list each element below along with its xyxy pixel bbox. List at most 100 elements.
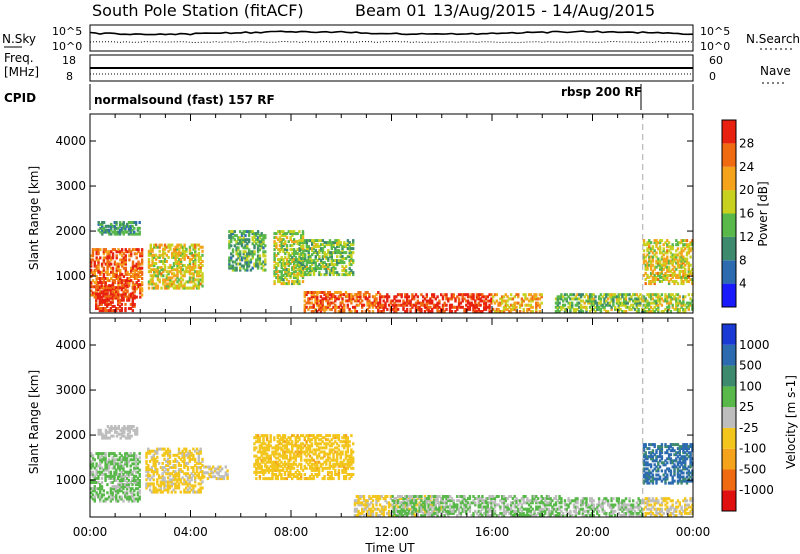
data-cell xyxy=(140,250,144,254)
data-cell xyxy=(149,280,152,284)
data-cell xyxy=(296,258,299,262)
data-cell xyxy=(129,307,133,310)
data-cell xyxy=(120,495,123,499)
data-cell xyxy=(99,277,102,280)
data-cell xyxy=(230,252,233,256)
data-cell xyxy=(273,252,276,256)
data-cell xyxy=(140,252,144,256)
data-cell xyxy=(126,270,129,274)
data-cell xyxy=(300,261,303,265)
data-cell xyxy=(185,270,188,274)
data-cell xyxy=(183,251,186,255)
station-title: South Pole Station (fitACF) xyxy=(92,1,304,20)
data-cell xyxy=(95,283,98,287)
data-cell xyxy=(93,272,96,276)
data-cell xyxy=(130,270,133,274)
data-cell xyxy=(99,279,102,283)
data-cell xyxy=(303,267,307,271)
data-cell xyxy=(131,283,135,287)
data-cell xyxy=(284,264,287,268)
data-cell xyxy=(298,273,301,277)
data-cell xyxy=(251,236,254,240)
data-cell xyxy=(285,250,289,254)
data-cell xyxy=(171,243,174,247)
data-cell xyxy=(97,277,100,280)
data-cell xyxy=(153,268,156,272)
data-cell xyxy=(147,262,151,265)
data-cell xyxy=(246,252,249,256)
data-cell xyxy=(262,268,265,272)
data-cell xyxy=(187,264,190,268)
data-cell xyxy=(284,248,287,252)
data-cell xyxy=(91,462,95,466)
power-ylabel: Slant Range [km] xyxy=(27,166,41,270)
data-cell xyxy=(531,305,534,309)
data-cell xyxy=(133,230,136,234)
data-cell xyxy=(332,477,335,481)
data-cell xyxy=(111,304,114,308)
data-cell xyxy=(194,251,197,255)
data-cell xyxy=(117,287,120,291)
data-cell xyxy=(137,260,140,264)
data-cell xyxy=(294,256,298,260)
data-cell xyxy=(122,232,125,236)
data-cell xyxy=(113,304,116,308)
data-cell xyxy=(249,252,253,256)
data-cell xyxy=(190,266,193,270)
data-cell xyxy=(255,264,258,268)
data-cell xyxy=(235,252,238,256)
data-cell xyxy=(186,466,190,469)
data-cell xyxy=(104,262,107,266)
data-cell xyxy=(292,276,296,280)
data-cell xyxy=(102,298,105,302)
data-cell xyxy=(106,262,109,266)
data-cell xyxy=(156,468,159,472)
data-cell xyxy=(124,281,127,285)
data-cell xyxy=(231,266,235,270)
data-cell xyxy=(118,232,122,236)
data-cell xyxy=(176,270,179,274)
data-cell xyxy=(128,250,131,254)
data-cell xyxy=(181,253,185,257)
data-cell xyxy=(106,296,109,300)
power-colorbar-label: Power [dB] xyxy=(756,181,770,246)
data-cell xyxy=(284,256,287,260)
data-cell xyxy=(344,269,348,273)
data-cell xyxy=(100,309,103,313)
data-cell xyxy=(122,298,125,302)
data-cell xyxy=(111,309,114,313)
data-cell xyxy=(109,284,112,288)
data-cell xyxy=(671,303,674,307)
data-cell xyxy=(117,250,120,254)
data-cell xyxy=(273,264,276,268)
data-cell xyxy=(107,284,111,288)
data-cell xyxy=(104,294,107,298)
data-cell xyxy=(176,268,179,272)
data-cell xyxy=(169,278,172,282)
data-cell xyxy=(124,307,127,310)
data-cell xyxy=(289,274,292,278)
data-cell xyxy=(96,304,100,308)
data-cell xyxy=(117,248,120,252)
data-cell xyxy=(122,284,125,288)
data-cell xyxy=(305,263,309,267)
data-cell xyxy=(124,248,127,252)
data-cell xyxy=(133,286,136,290)
data-cell xyxy=(282,232,285,236)
data-cell xyxy=(294,270,298,274)
data-cell xyxy=(187,286,190,290)
data-cell xyxy=(93,270,96,274)
data-cell xyxy=(113,226,116,230)
data-cell xyxy=(104,284,107,288)
nsearch-trace xyxy=(89,40,694,44)
data-cell xyxy=(153,286,156,290)
data-cell xyxy=(658,245,662,249)
data-cell xyxy=(162,253,165,257)
data-cell xyxy=(106,279,109,283)
data-cell xyxy=(251,266,254,270)
data-cell xyxy=(280,264,283,268)
data-cell xyxy=(273,236,276,240)
data-cell xyxy=(230,234,233,238)
data-cell xyxy=(231,236,235,240)
data-cell xyxy=(298,241,301,245)
